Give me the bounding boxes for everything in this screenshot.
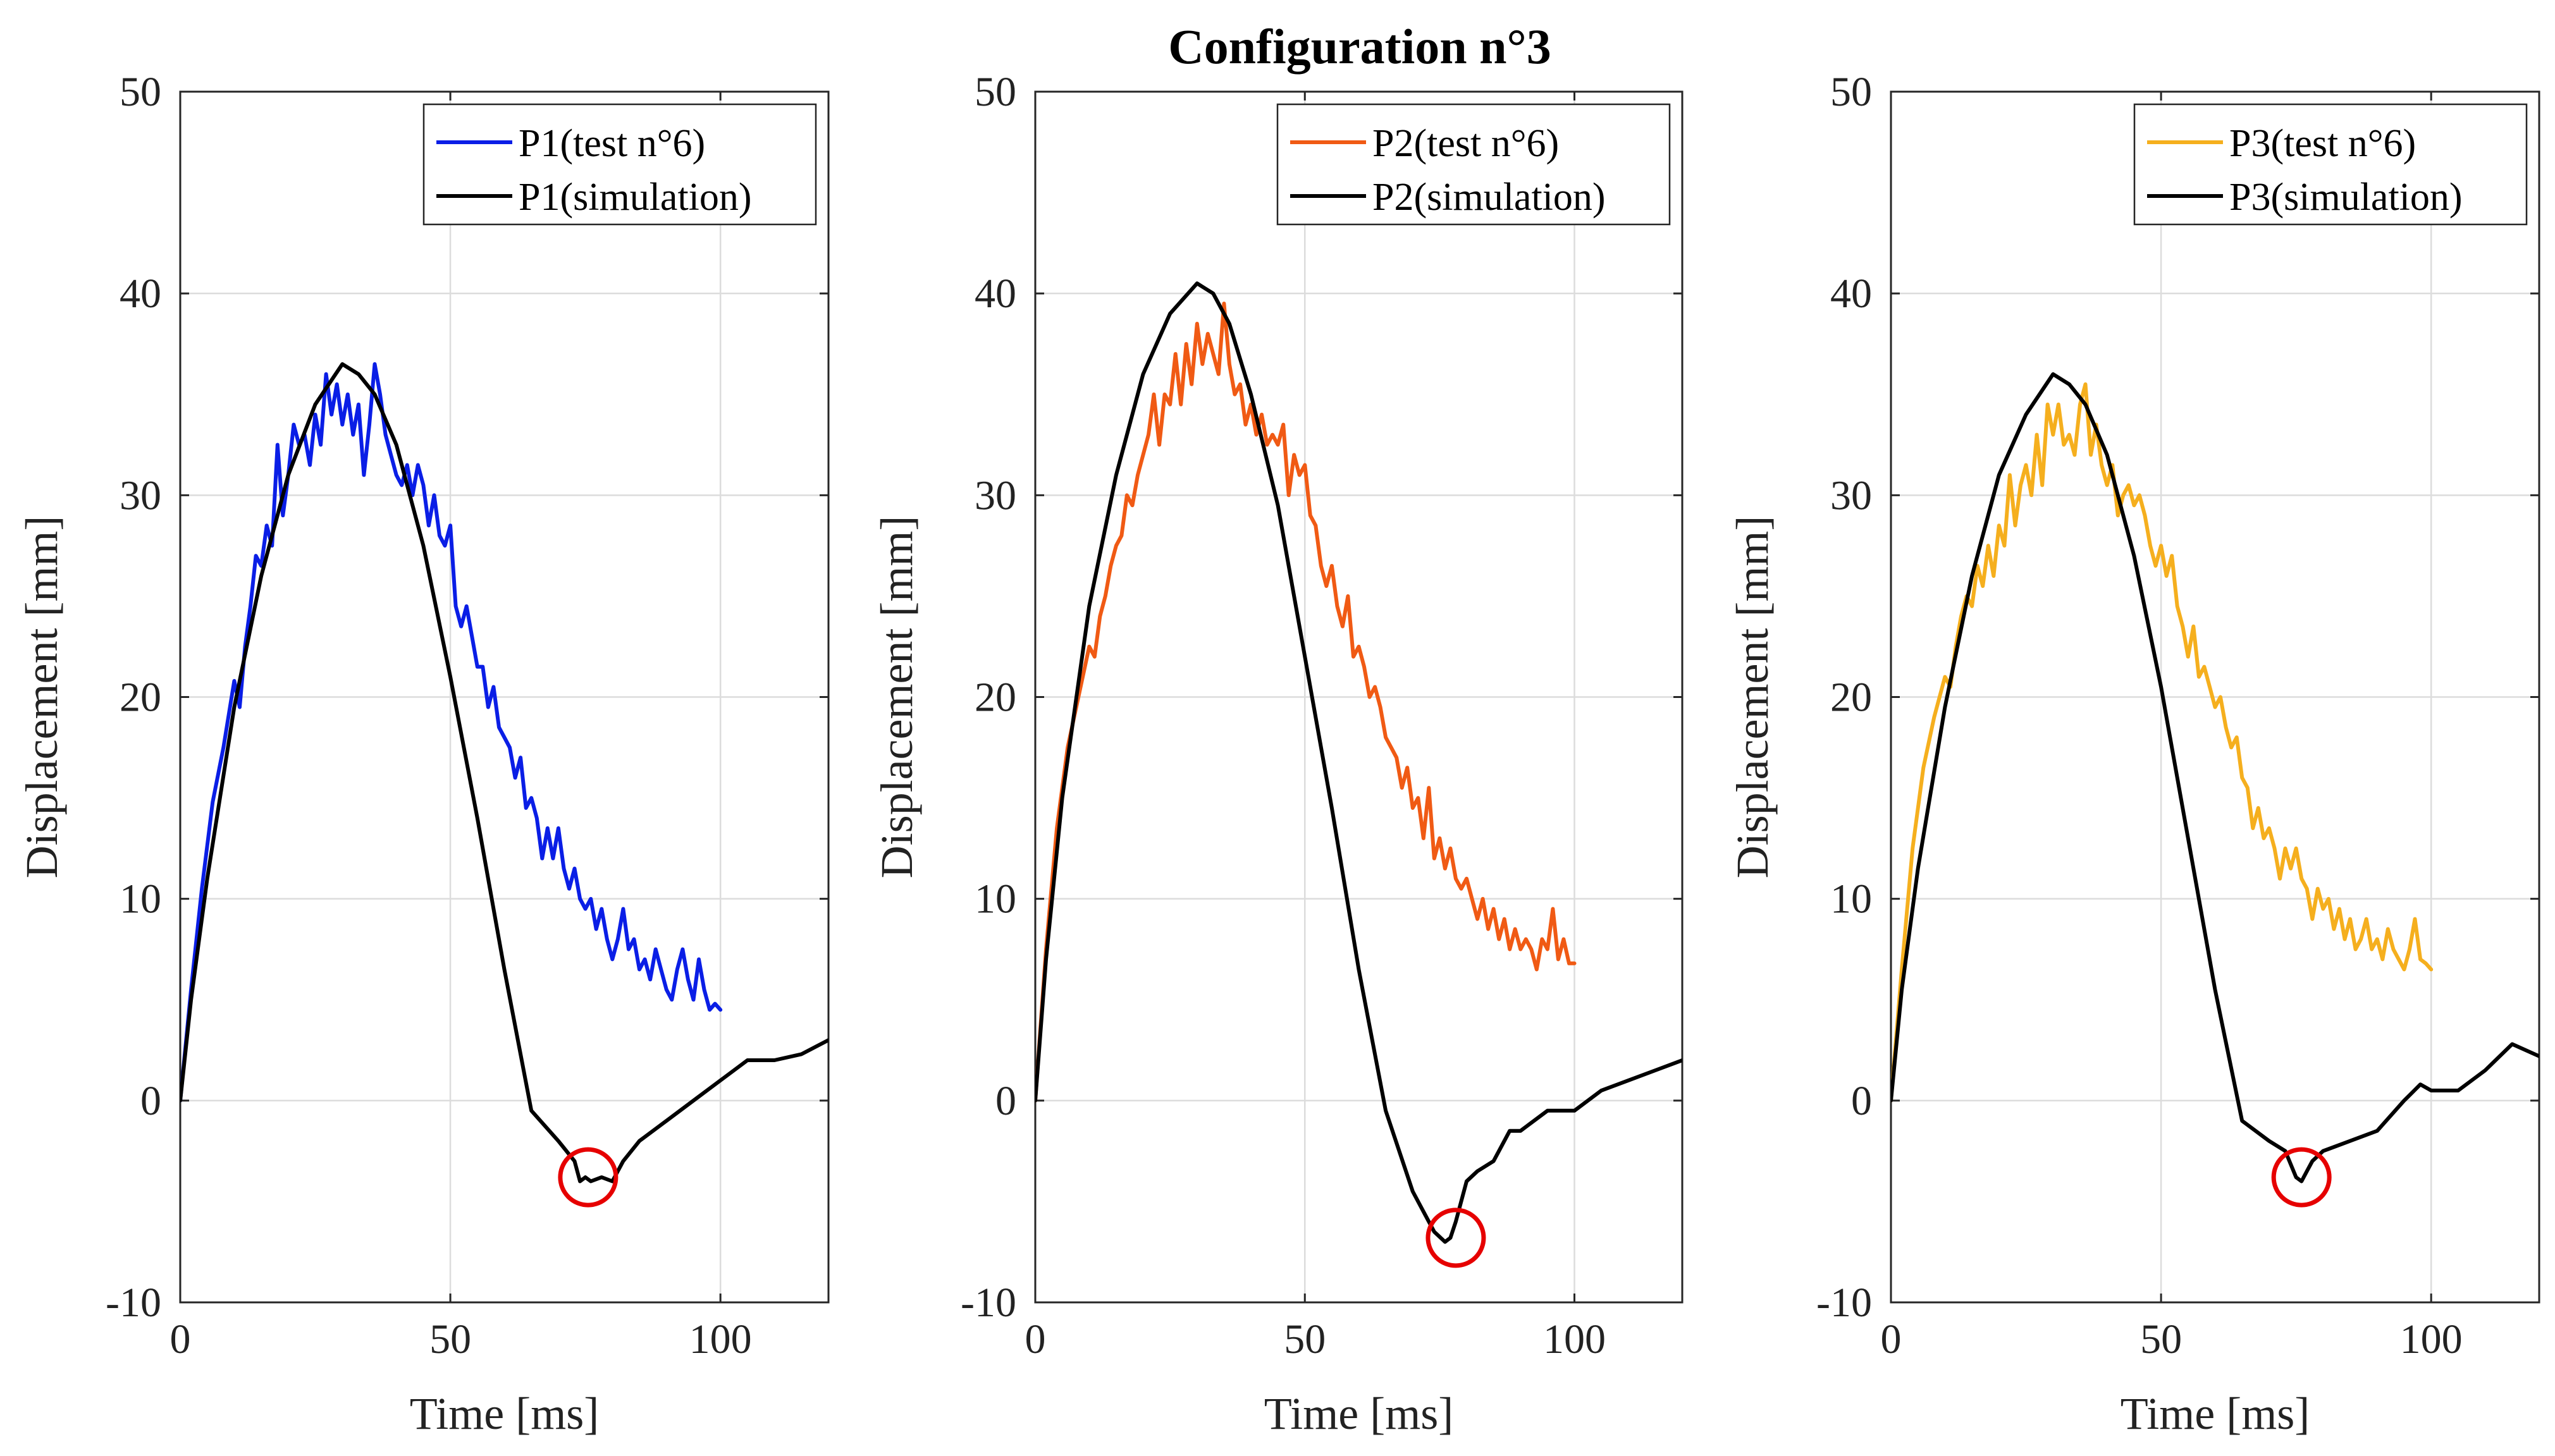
panel-3-ytick-label-20: 20	[1830, 675, 1872, 721]
panel-1-ytick-label-10: 10	[120, 876, 161, 922]
panel-1-ytick-label-30: 30	[120, 472, 161, 518]
panel-2-annotation-circle-1	[1425, 1208, 1486, 1268]
panel-3-series-simulation	[1891, 372, 2539, 1184]
panel-2-ylabel: Displacement [mm]	[871, 516, 922, 879]
panel-2-data	[1035, 281, 1682, 1244]
panel-1-data	[180, 362, 828, 1184]
panel-1-ytick-label-0: 0	[140, 1078, 161, 1124]
panel-1-xtick-label-50: 50	[429, 1316, 471, 1362]
panel-2-legend-box	[1276, 103, 1671, 226]
panel-2-xtick-label-100: 100	[1543, 1316, 1606, 1362]
panel-3-legend-entry-1-label: P3(test n°6)	[2229, 122, 2416, 165]
panel-3-ytick-label-10: 10	[1830, 876, 1872, 922]
panel-1-legend-box	[422, 103, 817, 226]
panel-2-ytick-label-20: 20	[975, 675, 1016, 721]
panel-2-series-test	[1035, 302, 1577, 1103]
panel-1-xtick-label-100: 100	[689, 1316, 752, 1362]
panel-1-legend-entry-1-label: P1(test n°6)	[519, 122, 705, 165]
panel-2-ytick-label-10: 10	[975, 876, 1016, 922]
panel-2-legend-entry-2-label: P2(simulation)	[1372, 176, 1606, 219]
panel-1-ytick-label-40: 40	[120, 271, 161, 317]
panel-3-series-test	[1891, 382, 2434, 1103]
panel-2-ytick-label-40: 40	[975, 271, 1016, 317]
panel-3-legend-box	[2133, 103, 2528, 226]
panel-3-xtick-label-100: 100	[2400, 1316, 2463, 1362]
panel-1-series-test	[180, 362, 723, 1103]
panel-1-series-simulation	[180, 362, 828, 1184]
panel-2-xlabel: Time [ms]	[1264, 1388, 1453, 1439]
panel-3-xtick-label-0: 0	[1881, 1316, 1902, 1362]
figure-title: Configuration n°3	[1168, 19, 1551, 74]
panel-1-annotation-circle-1	[558, 1147, 619, 1208]
panel-3-data	[1891, 372, 2539, 1184]
panel-1-ytick-label-20: 20	[120, 675, 161, 721]
panel-2-legend-entry-1-label: P2(test n°6)	[1372, 122, 1559, 165]
panel-1-ytick-label--10: -10	[106, 1280, 161, 1326]
panel-3-annotation-circle-1	[2271, 1147, 2332, 1208]
panel-1-ylabel: Displacement [mm]	[16, 516, 67, 879]
panel-3-ytick-label--10: -10	[1816, 1280, 1872, 1326]
panel-3-legend-entry-2-label: P3(simulation)	[2229, 176, 2463, 219]
panel-2-ytick-label--10: -10	[961, 1280, 1016, 1326]
panel-1-ytick-label-50: 50	[120, 69, 161, 115]
panel-3-ytick-label-40: 40	[1830, 271, 1872, 317]
panel-3-xtick-label-50: 50	[2140, 1316, 2182, 1362]
panel-3-ytick-label-50: 50	[1830, 69, 1872, 115]
panel-3-ylabel: Displacement [mm]	[1727, 516, 1778, 879]
panel-1-legend: P1(test n°6) P1(simulation)	[422, 103, 817, 226]
panel-2-series-simulation	[1035, 281, 1682, 1244]
panel-2-xtick-label-0: 0	[1025, 1316, 1046, 1362]
panel-2-legend: P2(test n°6) P2(simulation)	[1276, 103, 1671, 226]
panel-1-xlabel: Time [ms]	[410, 1388, 599, 1439]
panel-2-ytick-label-50: 50	[975, 69, 1016, 115]
panel-2-xtick-label-50: 50	[1284, 1316, 1326, 1362]
panel-2-ytick-label-0: 0	[995, 1078, 1016, 1124]
panel-1-xtick-label-0: 0	[170, 1316, 191, 1362]
panel-3-legend: P3(test n°6) P3(simulation)	[2133, 103, 2528, 226]
panel-3-ytick-label-30: 30	[1830, 472, 1872, 518]
panel-1-legend-entry-2-label: P1(simulation)	[519, 176, 752, 219]
panel-3-xlabel: Time [ms]	[2121, 1388, 2310, 1439]
panel-2-ytick-label-30: 30	[975, 472, 1016, 518]
panel-3-ytick-label-0: 0	[1851, 1078, 1872, 1124]
